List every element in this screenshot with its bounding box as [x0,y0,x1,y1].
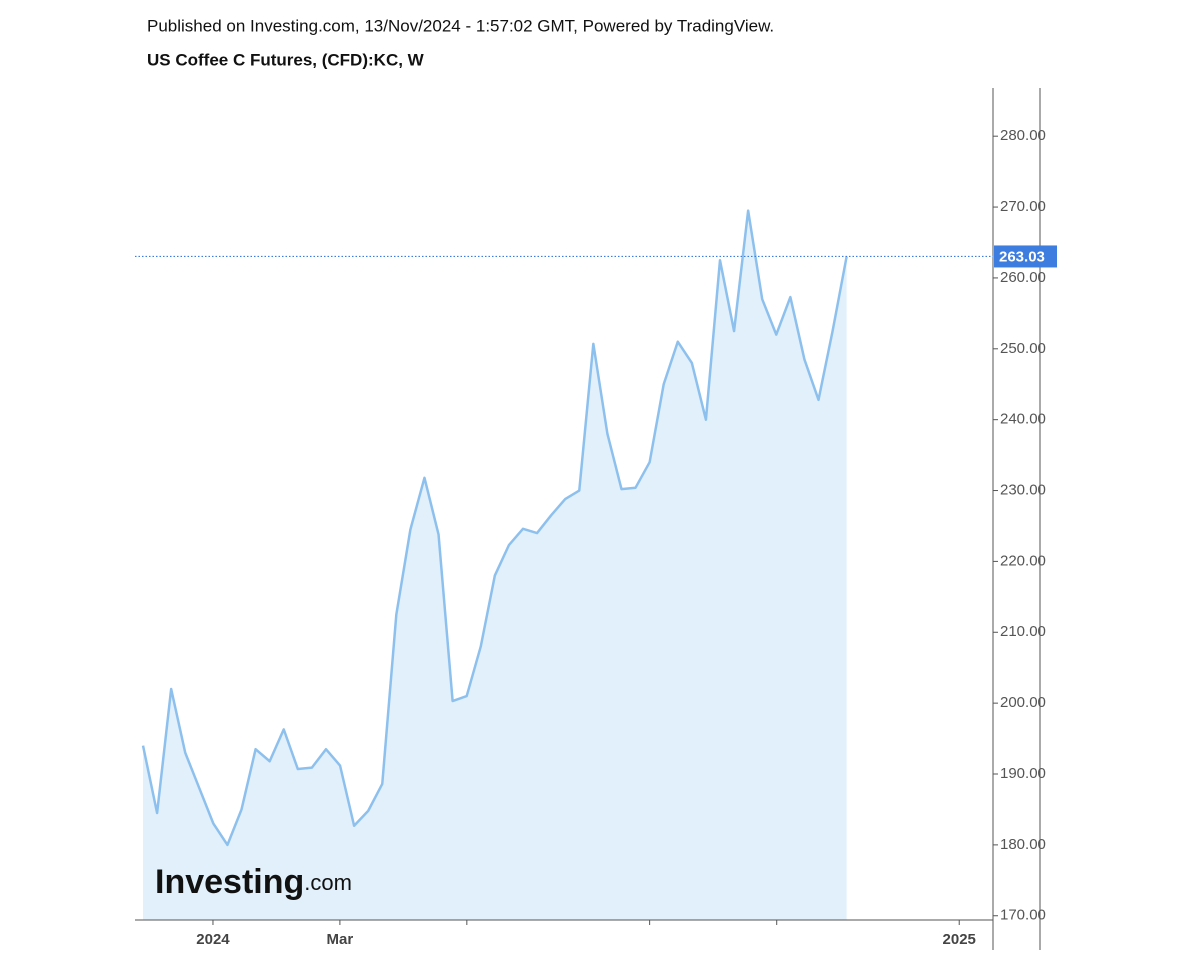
last-price-label: 263.03 [999,248,1045,265]
logo: Investing.com [155,863,352,901]
price-line [141,209,848,847]
y-tick-label: 230.00 [1000,482,1046,499]
area-fill [143,210,847,920]
y-tick-label: 220.00 [1000,552,1046,569]
y-tick-label: 170.00 [1000,907,1046,924]
x-tick-label: 2024 [196,931,230,948]
x-tick-label: Mar [327,931,354,948]
last-price-box [994,245,1057,268]
y-tick-labels: 170.00 180.00 190.00 200.00 210.00 220.00 230.… [1000,127,1046,924]
y-tick-label: 280.00 [1000,127,1046,144]
y-tick-label: 240.00 [1000,411,1046,428]
y-tick-label: 270.00 [1000,198,1046,215]
plot-area [141,209,848,920]
y-tick-label: 260.00 [1000,269,1046,286]
y-tick-label: 210.00 [1000,623,1046,640]
y-tick-label: 200.00 [1000,694,1046,711]
x-tick-label: 2025 [943,931,976,948]
y-tick-label: 190.00 [1000,765,1046,782]
y-tick-label: 180.00 [1000,836,1046,853]
y-tick-label: 250.00 [1000,340,1046,357]
symbol-title: US Coffee C Futures, (CFD):KC, W [147,50,425,69]
publish-note: Published on Investing.com, 13/Nov/2024 … [147,16,774,35]
